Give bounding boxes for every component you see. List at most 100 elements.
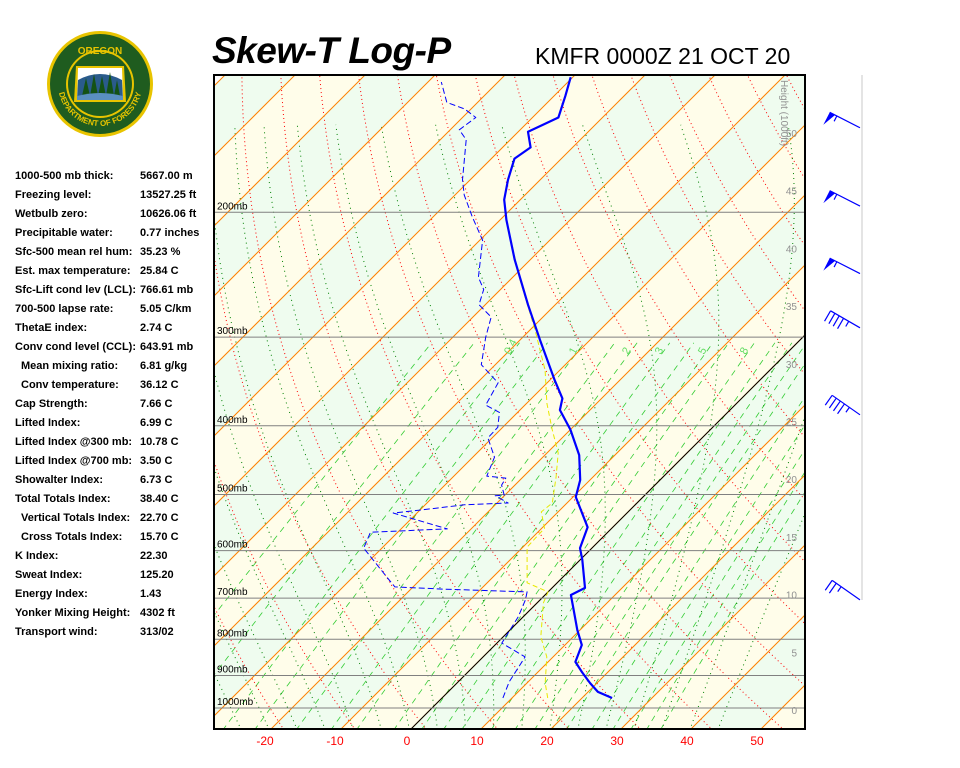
isotherm-band <box>214 124 805 729</box>
mixing-ratio-line <box>254 342 548 729</box>
wind-barb-feather <box>828 312 836 324</box>
wind-barb-half-feather <box>845 320 850 327</box>
wind-barb <box>824 579 861 601</box>
moist-adiabat <box>214 543 298 729</box>
stat-value: 4302 ft <box>140 607 175 619</box>
stat-value: 36.12 C <box>140 379 179 391</box>
mixing-ratio-line <box>551 344 805 729</box>
height-tick-label: 35 <box>786 302 798 313</box>
stat-label: Lifted Index @700 mb: <box>15 455 133 467</box>
stat-value: 10626.06 ft <box>140 208 197 220</box>
x-tick-label: 10 <box>470 734 484 748</box>
stat-value: 313/02 <box>140 626 174 638</box>
stat-value: 5.05 C/km <box>140 303 192 315</box>
stat-label: Lifted Index @300 mb: <box>15 436 133 448</box>
mixing-ratio-line <box>214 342 432 616</box>
stat-label: Lifted Index: <box>15 417 81 429</box>
pressure-label: 700mb <box>217 587 248 598</box>
stat-value: 25.84 C <box>140 265 179 277</box>
station-time-label: KMFR 0000Z 21 OCT 20 <box>535 43 791 69</box>
stat-value: 13527.25 ft <box>140 189 197 201</box>
stat-label: K Index: <box>15 550 59 562</box>
wind-barb-flag <box>823 112 836 125</box>
stat-value: 766.61 mb <box>140 284 194 296</box>
height-tick-label: 25 <box>786 418 798 429</box>
wind-barb <box>823 257 861 275</box>
stat-label: Conv cond level (CCL): <box>15 341 137 353</box>
moist-adiabat <box>263 124 438 729</box>
stat-label: Wetbulb zero: <box>15 208 88 220</box>
mixing-ratio-line <box>296 342 585 729</box>
isotherm-line <box>214 75 506 367</box>
x-tick-label: 0 <box>404 734 411 748</box>
dry-adiabat <box>76 69 213 731</box>
isotherm-band <box>830 63 960 731</box>
stat-label: Sweat Index: <box>15 569 83 581</box>
isotherm-line <box>214 75 646 507</box>
wind-barb <box>824 310 861 329</box>
dry-adiabat <box>861 69 960 731</box>
pressure-label: 1000mb <box>217 697 254 708</box>
mixing-ratio-line <box>491 342 755 729</box>
isotherm-line <box>214 75 786 647</box>
x-tick-label: -10 <box>326 734 344 748</box>
height-tick-label: 45 <box>786 187 798 198</box>
dry-adiabat <box>214 251 427 729</box>
height-tick-label: 15 <box>786 533 798 544</box>
wind-barb-feather <box>824 310 832 322</box>
dry-adiabat <box>899 69 960 731</box>
stat-value: 7.66 C <box>140 398 173 410</box>
moist-adiabat <box>501 124 606 729</box>
stat-label: Freezing level: <box>15 189 92 201</box>
isotherm-line <box>214 75 716 577</box>
pressure-label: 300mb <box>217 326 248 337</box>
stat-value: 22.70 C <box>140 512 179 524</box>
mixing-ratio-line <box>630 448 805 729</box>
mixing-ratio-line <box>331 342 616 729</box>
stat-value: 2.74 C <box>140 322 173 334</box>
mixing-ratio-line <box>461 342 730 729</box>
stat-label: ThetaE index: <box>15 322 88 334</box>
wind-barb-half-feather <box>833 115 838 122</box>
wind-barb-half-feather <box>833 193 838 200</box>
stat-label: 700-500 lapse rate: <box>15 303 114 315</box>
dewpoint-profile-line <box>363 81 528 699</box>
mixing-ratio-line <box>514 342 776 729</box>
height-tick-label: 40 <box>786 244 798 255</box>
moist-adiabat <box>214 210 382 729</box>
isotherm-line <box>214 124 805 717</box>
isotherm-band <box>214 75 805 717</box>
height-axis-title: Height (1000ft) <box>778 80 789 146</box>
stat-value: 6.73 C <box>140 474 173 486</box>
wind-barb-feather <box>828 397 837 409</box>
stat-label: Conv temperature: <box>21 379 119 391</box>
stat-value: 6.81 g/kg <box>140 360 188 372</box>
isotherm-line <box>214 75 366 227</box>
mixing-ratio-line <box>566 363 805 729</box>
stat-value: 35.23 % <box>140 246 181 258</box>
mixing-ratio-line <box>443 342 714 729</box>
mixing-ratio-label: 2 <box>620 345 633 356</box>
temperature-profile-line <box>503 76 613 700</box>
height-tick-label: 0 <box>791 706 797 717</box>
mixing-ratio-line <box>214 342 475 676</box>
stat-value: 15.70 C <box>140 531 179 543</box>
isotherm-line <box>690 614 805 729</box>
isotherm-line <box>550 474 805 729</box>
isotherm-line <box>620 544 805 729</box>
x-tick-label: 40 <box>680 734 694 748</box>
mixing-ratio-label: 3 <box>653 345 666 356</box>
isotherm-band <box>214 75 295 156</box>
mixing-ratio-label: 1 <box>567 345 580 356</box>
pressure-label: 400mb <box>217 415 248 426</box>
stat-value: 643.91 mb <box>140 341 194 353</box>
wind-barb-shaft <box>831 579 861 601</box>
wind-barb <box>824 394 861 416</box>
mixing-ratio-line <box>534 342 793 729</box>
stat-value: 38.40 C <box>140 493 179 505</box>
pressure-label: 800mb <box>217 628 248 639</box>
mixing-ratio-line <box>660 491 805 729</box>
x-tick-label: 50 <box>750 734 764 748</box>
mixing-ratio-line <box>646 471 805 729</box>
